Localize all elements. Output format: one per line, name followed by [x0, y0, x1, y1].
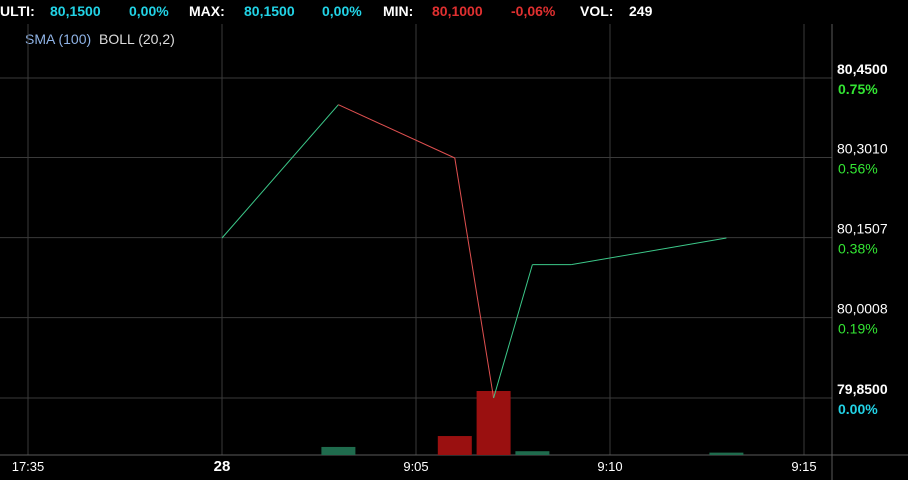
percent-tick-label: 0.38% [838, 241, 878, 257]
price-line-segment [338, 104, 456, 159]
price-line-segment [493, 264, 533, 399]
price-tick-label: 80,0008 [837, 301, 888, 317]
volume-bar [709, 452, 744, 455]
volume-label: VOL: [580, 3, 614, 19]
price-line-segment [571, 237, 727, 266]
volume-bar [515, 451, 550, 455]
time-tick-label: 9:10 [597, 459, 622, 474]
time-tick-label: 28 [214, 458, 231, 475]
volume-bar [321, 446, 356, 455]
last-label: ULTI: [0, 3, 35, 19]
boll-indicator-label[interactable]: BOLL (20,2) [99, 31, 175, 47]
price-tick-label: 80,4500 [837, 61, 888, 77]
percent-tick-label: 0.19% [838, 321, 878, 337]
time-tick-label: 17:35 [12, 459, 45, 474]
price-line-segment [221, 104, 339, 239]
price-tick-label: 79,8500 [837, 381, 888, 397]
quote-header: ULTI: 80,1500 0,00% MAX: 80,1500 0,00% M… [0, 0, 908, 24]
last-value: 80,1500 [50, 3, 101, 19]
price-line-segment [454, 157, 495, 399]
indicator-legend: SMA (100) BOLL (20,2) [25, 31, 175, 47]
percent-tick-label: 0.00% [838, 401, 878, 417]
min-value: 80,1000 [432, 3, 483, 19]
min-change: -0,06% [511, 3, 556, 19]
volume-bar [437, 436, 472, 455]
min-label: MIN: [383, 3, 414, 19]
percent-tick-label: 0.75% [838, 81, 878, 97]
price-tick-label: 80,1507 [837, 221, 888, 237]
volume-bar [476, 391, 511, 455]
volume-value: 249 [629, 3, 653, 19]
percent-tick-label: 0.56% [838, 160, 878, 176]
time-tick-label: 9:05 [403, 459, 428, 474]
last-change: 0,00% [129, 3, 169, 19]
max-value: 80,1500 [244, 3, 295, 19]
price-tick-label: 80,3010 [837, 140, 888, 156]
sma-indicator-label[interactable]: SMA (100) [25, 31, 92, 47]
time-tick-label: 9:15 [791, 459, 816, 474]
max-label: MAX: [189, 3, 225, 19]
max-change: 0,00% [322, 3, 362, 19]
